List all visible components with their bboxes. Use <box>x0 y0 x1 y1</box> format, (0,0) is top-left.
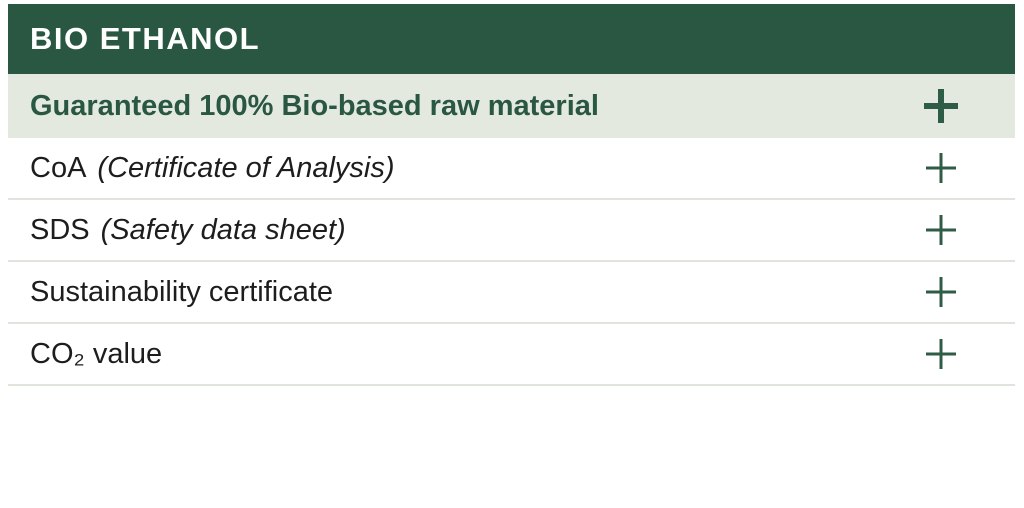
plus-icon[interactable] <box>921 276 961 308</box>
plus-icon-glyph <box>926 215 956 245</box>
plus-icon[interactable] <box>921 152 961 184</box>
row-label: CoA <box>30 151 87 184</box>
row-detail: (Safety data sheet) <box>100 213 346 246</box>
plus-icon[interactable] <box>921 87 961 125</box>
accordion-header-bar: BIO ETHANOL <box>8 4 1015 74</box>
plus-icon-glyph <box>926 339 956 369</box>
plus-icon-glyph <box>924 89 958 123</box>
accordion-row-co2[interactable]: CO₂ value <box>8 324 1015 386</box>
row-label-wrap: Sustainability certificate <box>30 276 921 309</box>
row-label: Guaranteed 100% Bio-based raw material <box>30 89 599 122</box>
plus-icon-glyph <box>926 277 956 307</box>
row-label-wrap: Guaranteed 100% Bio-based raw material <box>30 90 921 123</box>
accordion-row-coa[interactable]: CoA (Certificate of Analysis) <box>8 138 1015 200</box>
panel-title: BIO ETHANOL <box>30 21 261 56</box>
accordion-row-sds[interactable]: SDS (Safety data sheet) <box>8 200 1015 262</box>
row-label-wrap: SDS (Safety data sheet) <box>30 214 921 247</box>
row-detail: (Certificate of Analysis) <box>97 151 395 184</box>
bio-ethanol-accordion: BIO ETHANOL Guaranteed 100% Bio-based ra… <box>8 4 1015 386</box>
accordion-row-bio-based[interactable]: Guaranteed 100% Bio-based raw material <box>8 74 1015 138</box>
row-label-wrap: CO₂ value <box>30 338 921 371</box>
row-label: SDS <box>30 213 90 246</box>
plus-icon-glyph <box>926 153 956 183</box>
row-label: CO₂ value <box>30 337 163 370</box>
accordion-row-sustainability[interactable]: Sustainability certificate <box>8 262 1015 324</box>
plus-icon[interactable] <box>921 338 961 370</box>
row-label-wrap: CoA (Certificate of Analysis) <box>30 152 921 185</box>
row-label: Sustainability certificate <box>30 275 334 308</box>
plus-icon[interactable] <box>921 214 961 246</box>
